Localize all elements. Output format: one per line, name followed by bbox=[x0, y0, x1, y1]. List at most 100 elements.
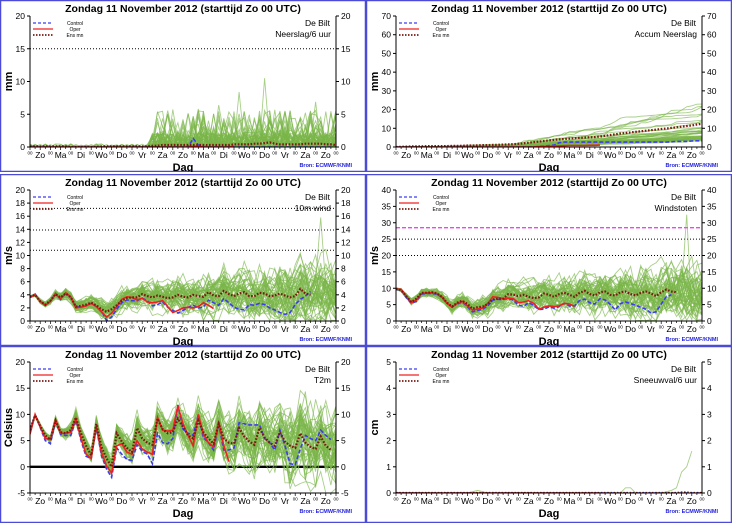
y-tick-label-left: 5 bbox=[20, 436, 25, 446]
legend-label-control: Control bbox=[67, 367, 83, 373]
y-tick-label-left: 60 bbox=[382, 30, 392, 40]
x-day-label: Zo bbox=[321, 496, 331, 506]
x-day-label: Do bbox=[116, 150, 127, 160]
x-hour-label: 00 bbox=[577, 325, 583, 330]
chart-title: Zondag 11 November 2012 (starttijd Zo 00… bbox=[431, 177, 667, 189]
x-hour-label: 00 bbox=[434, 325, 440, 330]
x-day-label: Do bbox=[482, 496, 493, 506]
x-day-label: Do bbox=[625, 324, 636, 334]
x-hour-label: 00 bbox=[557, 497, 563, 502]
x-hour-label: 00 bbox=[170, 151, 176, 156]
x-hour-label: 00 bbox=[393, 325, 399, 330]
x-hour-label: 00 bbox=[252, 497, 258, 502]
x-hour-label: 00 bbox=[699, 497, 705, 502]
y-axis-label: m/s bbox=[3, 246, 15, 265]
x-day-label: Di bbox=[220, 496, 228, 506]
chart-accum: Zondag 11 November 2012 (starttijd Zo 00… bbox=[366, 0, 732, 172]
y-tick-label-right: 20 bbox=[341, 185, 351, 195]
y-tick-label-right: 4 bbox=[707, 383, 712, 393]
y-tick-label-right: 40 bbox=[707, 67, 717, 77]
x-day-label: Zo bbox=[35, 324, 45, 334]
chart-t2m: Zondag 11 November 2012 (starttijd Zo 00… bbox=[0, 346, 366, 523]
x-day-label: Do bbox=[116, 324, 127, 334]
y-tick-label-right: 70 bbox=[707, 11, 717, 21]
x-day-label: Za bbox=[524, 150, 534, 160]
x-axis-label: Dag bbox=[539, 336, 560, 346]
x-hour-label: 00 bbox=[455, 151, 461, 156]
y-tick-label-left: 10 bbox=[382, 283, 392, 293]
ensemble-members bbox=[30, 78, 336, 147]
panel-border bbox=[0, 0, 366, 172]
x-hour-label: 00 bbox=[191, 151, 197, 156]
ensemble-line bbox=[396, 261, 702, 321]
chart-title: Zondag 11 November 2012 (starttijd Zo 00… bbox=[65, 3, 301, 15]
ensemble-members bbox=[396, 103, 702, 147]
y-tick-label-right: 0 bbox=[707, 142, 712, 152]
y-tick-label-left: 0 bbox=[386, 488, 391, 498]
y-tick-label-left: 15 bbox=[382, 267, 392, 277]
y-tick-label-left: 15 bbox=[16, 44, 26, 54]
y-tick-label-left: 30 bbox=[382, 86, 392, 96]
x-hour-label: 00 bbox=[516, 151, 522, 156]
x-hour-label: 00 bbox=[495, 497, 501, 502]
x-hour-label: 00 bbox=[68, 325, 74, 330]
x-hour-label: 00 bbox=[495, 151, 501, 156]
x-day-label: Ma bbox=[55, 324, 67, 334]
y-tick-label-right: 30 bbox=[707, 86, 717, 96]
y-tick-label-right: 5 bbox=[341, 109, 346, 119]
x-hour-label: 00 bbox=[679, 325, 685, 330]
legend-label-ensmean: Ens mn bbox=[67, 379, 84, 385]
y-tick-label-right: 1 bbox=[707, 462, 712, 472]
x-hour-label: 00 bbox=[679, 497, 685, 502]
x-day-label: Ma bbox=[197, 496, 209, 506]
x-hour-label: 00 bbox=[231, 497, 237, 502]
y-tick-label-left: 70 bbox=[382, 11, 392, 21]
source-label: Bron: ECMWF/KNMI bbox=[665, 163, 718, 169]
x-hour-label: 00 bbox=[434, 151, 440, 156]
x-day-label: Wo bbox=[238, 150, 251, 160]
y-tick-label-left: 16 bbox=[16, 211, 26, 221]
legend-label-control: Control bbox=[67, 195, 83, 201]
y-tick-label-right: 0 bbox=[707, 316, 712, 326]
y-tick-label-left: 10 bbox=[16, 251, 26, 261]
x-hour-label: 00 bbox=[638, 497, 644, 502]
x-hour-label: 00 bbox=[129, 325, 135, 330]
y-tick-label-left: 5 bbox=[386, 357, 391, 367]
x-hour-label: 00 bbox=[393, 151, 399, 156]
y-axis-label: m/s bbox=[369, 246, 381, 265]
x-hour-label: 00 bbox=[68, 151, 74, 156]
legend-label-oper: Oper bbox=[69, 373, 80, 379]
x-day-label: Ma bbox=[563, 496, 575, 506]
x-day-label: Zo bbox=[35, 150, 45, 160]
x-day-label: Wo bbox=[238, 324, 251, 334]
x-hour-label: 00 bbox=[68, 497, 74, 502]
x-hour-label: 00 bbox=[150, 497, 156, 502]
x-hour-label: 00 bbox=[150, 151, 156, 156]
y-tick-label-right: 50 bbox=[707, 48, 717, 58]
x-day-label: Za bbox=[666, 150, 676, 160]
ensemble-line bbox=[396, 450, 693, 493]
x-hour-label: 00 bbox=[414, 151, 420, 156]
x-hour-label: 00 bbox=[109, 151, 115, 156]
ensemble-line bbox=[30, 412, 336, 469]
x-day-label: Do bbox=[259, 324, 270, 334]
x-hour-label: 00 bbox=[659, 151, 665, 156]
x-axis-label: Dag bbox=[539, 162, 560, 172]
x-hour-label: 00 bbox=[48, 497, 54, 502]
x-hour-label: 00 bbox=[272, 325, 278, 330]
x-day-label: Vr bbox=[138, 324, 146, 334]
x-hour-label: 00 bbox=[293, 151, 299, 156]
x-hour-label: 00 bbox=[557, 325, 563, 330]
y-tick-label-left: 30 bbox=[382, 218, 392, 228]
panel-windstoten: Zondag 11 November 2012 (starttijd Zo 00… bbox=[366, 174, 732, 346]
y-tick-label-right: 3 bbox=[707, 409, 712, 419]
y-tick-label-left: 0 bbox=[386, 316, 391, 326]
x-hour-label: 00 bbox=[618, 497, 624, 502]
x-day-label: Di bbox=[586, 324, 594, 334]
x-hour-label: 00 bbox=[679, 151, 685, 156]
x-hour-label: 00 bbox=[313, 151, 319, 156]
x-day-label: Zo bbox=[687, 324, 697, 334]
y-tick-label-left: 0 bbox=[386, 142, 391, 152]
x-hour-label: 00 bbox=[293, 325, 299, 330]
